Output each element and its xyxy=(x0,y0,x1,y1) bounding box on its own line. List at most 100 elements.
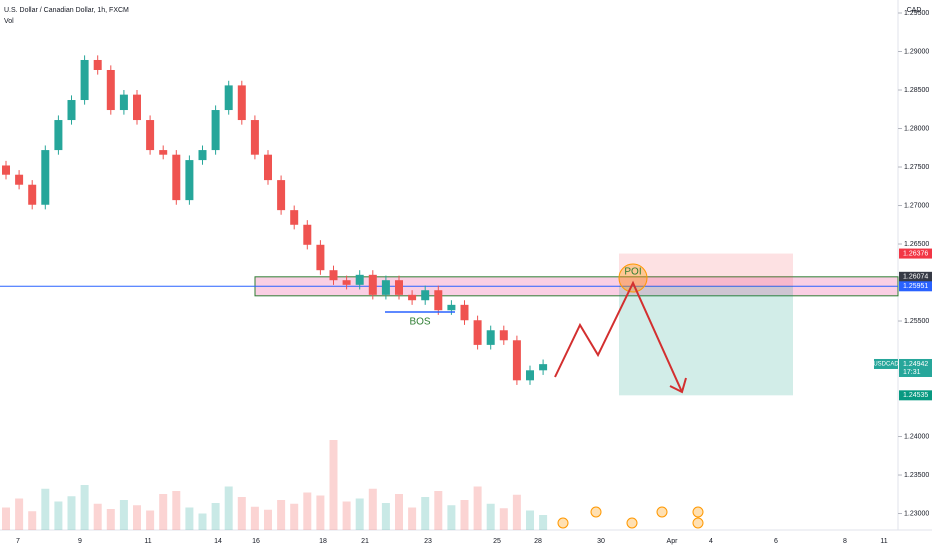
candle-body xyxy=(67,100,76,121)
candle-body xyxy=(41,150,50,205)
x-tick-label: 14 xyxy=(214,538,222,545)
x-tick-label: 11 xyxy=(144,538,151,545)
candle-body xyxy=(146,120,155,151)
candle-body xyxy=(342,280,351,285)
price-label: 1.25951 xyxy=(903,283,928,290)
candle-body xyxy=(250,120,259,155)
candle-body xyxy=(198,150,207,161)
volume-bar xyxy=(198,513,207,530)
volume-bar xyxy=(473,486,482,530)
candle-body xyxy=(421,290,430,301)
candle-body xyxy=(2,165,10,175)
volume-bar xyxy=(224,486,233,530)
y-tick-label: 1.25500 xyxy=(904,318,929,325)
price-label: 1.26376 xyxy=(903,250,928,257)
price-label-box xyxy=(899,248,932,259)
volume-bar xyxy=(460,500,469,530)
volume-bar xyxy=(237,497,246,530)
poi-label: POI xyxy=(624,267,641,278)
symbol-box xyxy=(874,358,898,369)
volume-bar xyxy=(381,503,390,530)
x-tick-label: Apr xyxy=(667,538,679,545)
candle-body xyxy=(368,274,377,295)
candle-body xyxy=(486,330,495,345)
y-tick-label: 1.23500 xyxy=(904,472,929,479)
y-tick-label: 1.29000 xyxy=(904,48,929,55)
volume-bar xyxy=(303,492,312,530)
y-tick-label: 1.27000 xyxy=(904,202,929,209)
candle-body xyxy=(512,340,521,381)
volume-bar xyxy=(368,488,377,530)
x-tick-label: 7 xyxy=(16,538,20,545)
x-tick-label: 18 xyxy=(319,538,327,545)
candle-body xyxy=(434,290,443,311)
event-icon xyxy=(656,506,668,518)
volume-bar xyxy=(250,506,259,530)
volume-bar xyxy=(329,440,338,530)
volume-bar xyxy=(421,497,430,530)
volume-bar xyxy=(434,491,443,530)
volume-bar xyxy=(499,508,508,530)
volume-bar xyxy=(277,500,286,530)
y-tick-label: 1.24000 xyxy=(904,433,929,440)
x-tick-label: 30 xyxy=(597,538,605,545)
volume-bar xyxy=(67,496,76,530)
candle-body xyxy=(473,320,482,345)
x-tick-label: 21 xyxy=(361,538,369,545)
candle-body xyxy=(329,270,338,281)
candle-body xyxy=(185,160,194,201)
x-tick-label: 4 xyxy=(709,538,713,545)
event-icon xyxy=(590,506,602,518)
x-tick-label: 16 xyxy=(252,538,260,545)
chart-title: U.S. Dollar / Canadian Dollar, 1h, FXCM xyxy=(4,7,129,14)
x-tick-label: 9 xyxy=(78,538,82,545)
x-tick-label: 8 xyxy=(843,538,847,545)
y-tick-label: 1.28000 xyxy=(904,125,929,132)
y-tick-label: 1.28500 xyxy=(904,87,929,94)
poi-circle xyxy=(618,263,648,293)
volume-bar xyxy=(447,505,456,530)
price-label: 1.26074 xyxy=(903,274,928,281)
candle-body xyxy=(526,370,534,381)
candle-body xyxy=(303,224,312,245)
event-icon xyxy=(692,506,704,518)
candle-body xyxy=(172,154,181,201)
y-tick-label: 1.29500 xyxy=(904,10,929,17)
volume-bar xyxy=(342,501,351,530)
candle-body xyxy=(460,304,469,321)
y-tick-label: 1.27500 xyxy=(904,164,929,171)
candle-body xyxy=(93,59,102,70)
bos-label: BOS xyxy=(409,317,430,328)
candle-body xyxy=(224,85,233,111)
price-label-box xyxy=(899,281,932,292)
candle-body xyxy=(264,154,272,181)
volume-bar xyxy=(15,498,24,530)
candle-body xyxy=(316,244,325,271)
volume-bar xyxy=(539,515,548,530)
volume-bar xyxy=(290,503,299,530)
volume-bar xyxy=(185,507,194,530)
volume-bar xyxy=(133,505,141,530)
y-tick-label: 1.23000 xyxy=(904,510,929,517)
candle-body xyxy=(133,94,141,121)
candle-body xyxy=(290,210,299,225)
y-tick-label: 1.26500 xyxy=(904,241,929,248)
price-label: 1.24535 xyxy=(903,392,928,399)
volume-bar xyxy=(264,509,272,530)
candle-body xyxy=(80,59,89,101)
candle-body xyxy=(499,330,508,341)
candle-body xyxy=(381,280,390,295)
event-icon xyxy=(557,517,569,529)
volume-bar xyxy=(93,503,102,530)
stop-zone xyxy=(619,253,793,287)
candle-body xyxy=(54,120,63,151)
candle-body xyxy=(408,294,417,301)
volume-bar xyxy=(80,485,89,530)
event-icon xyxy=(626,517,638,529)
price-label-box xyxy=(899,271,932,282)
last-price-label: 1.24942 xyxy=(903,361,928,368)
volume-bar xyxy=(512,494,521,530)
x-tick-label: 6 xyxy=(774,538,778,545)
